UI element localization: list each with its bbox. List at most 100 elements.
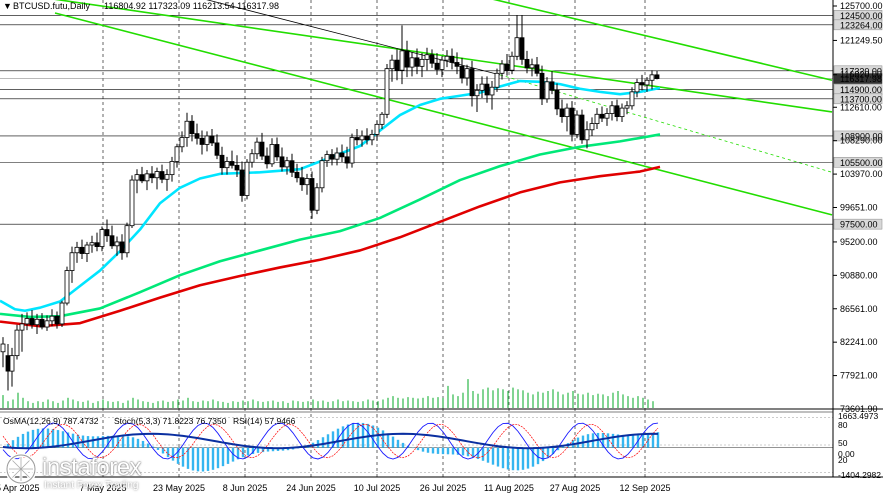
level-price-box — [833, 157, 883, 168]
candle-up — [499, 63, 505, 74]
candle-down — [454, 62, 460, 67]
candle-up — [584, 129, 590, 141]
candle-up — [9, 355, 15, 372]
time-tick-label: 26 Jul 2025 — [420, 483, 467, 493]
candle-down — [39, 318, 45, 328]
candle-up — [84, 244, 90, 254]
candle-up — [144, 173, 150, 182]
time-tick-label: 8 Jun 2025 — [223, 483, 268, 493]
candle-down — [554, 89, 560, 110]
candle-down — [104, 229, 110, 237]
candle-down — [279, 156, 285, 168]
osc-tick-label: -1404.2982 — [838, 470, 881, 480]
osc-tick-label: 50 — [838, 438, 848, 448]
candle-up — [419, 58, 425, 67]
candle-down — [229, 161, 235, 166]
candle-down — [139, 174, 145, 182]
candle-up — [69, 252, 75, 271]
candle-down — [5, 355, 11, 372]
candle-up — [589, 123, 595, 131]
candle-down — [189, 120, 195, 135]
candle-down — [264, 155, 270, 165]
candle-up — [74, 246, 80, 254]
candle-up — [514, 37, 520, 57]
candle-down — [549, 81, 555, 91]
candle-up — [124, 225, 130, 254]
candle-up — [284, 160, 290, 168]
candle-up — [464, 68, 470, 79]
candle-up — [14, 329, 20, 357]
ohlc-values: 116804.92 117323.09 116213.54 116317.98 — [104, 1, 279, 11]
candle-down — [459, 65, 465, 79]
candle-down — [469, 68, 475, 97]
osc-tick-label: 1663.4973 — [838, 411, 878, 421]
current-price-label: 116317.98 — [840, 74, 882, 84]
candle-up — [444, 55, 450, 61]
candle-down — [194, 133, 200, 139]
candle-down — [214, 142, 220, 156]
candle-up — [114, 241, 120, 247]
candle-down — [569, 107, 575, 135]
candle-up — [474, 89, 480, 97]
candle-down — [559, 108, 565, 118]
ema-mid-line — [0, 133, 661, 319]
time-tick-label: 10 Jul 2025 — [354, 483, 401, 493]
candle-down — [599, 113, 605, 119]
candle-down — [159, 171, 165, 180]
level-price-box — [833, 93, 883, 105]
price-tick-label: 116820.00 — [840, 70, 882, 80]
candle-up — [389, 59, 395, 70]
candle-up — [64, 270, 70, 304]
candle-up — [379, 113, 385, 125]
trendline-projection — [499, 74, 833, 173]
candle-down — [119, 241, 125, 254]
candle-down — [309, 178, 315, 211]
candle-up — [629, 91, 635, 107]
candle-up — [59, 302, 65, 325]
candle-down — [539, 72, 545, 100]
candle-up — [224, 161, 230, 169]
candle-down — [219, 154, 225, 169]
price-tick-label: 86561.00 — [840, 304, 878, 314]
candle-down — [354, 137, 360, 141]
price-tick-label: 82241.00 — [840, 337, 878, 347]
candle-up — [409, 57, 415, 68]
candle-up — [574, 114, 580, 135]
candle-up — [374, 123, 380, 135]
candle-up — [334, 152, 340, 160]
candle-up — [269, 144, 275, 165]
candle-down — [524, 58, 530, 69]
osc-tick-label: 20 — [838, 455, 848, 465]
trend-channel-lines — [54, 0, 833, 216]
candle-up — [179, 137, 185, 148]
candle-up — [369, 134, 375, 141]
candle-up — [174, 146, 180, 162]
candle-down — [79, 246, 85, 254]
time-tick-label: 23 May 2025 — [153, 483, 205, 493]
candle-up — [644, 79, 650, 86]
candle-down — [274, 144, 280, 158]
level-price-label: 123264.00 — [840, 20, 883, 30]
candle-up — [184, 120, 190, 138]
brand-watermark: instaforex Instant Forex Trading — [4, 452, 194, 492]
candle-up — [649, 74, 655, 81]
time-tick-label: 27 Aug 2025 — [550, 483, 601, 493]
candle-down — [449, 55, 455, 63]
candle-up — [319, 160, 325, 189]
candle-up — [509, 55, 515, 71]
candle-up — [244, 161, 250, 196]
candle-up — [424, 54, 430, 60]
level-price-label: 108900.00 — [840, 131, 883, 141]
candle-up — [529, 64, 535, 69]
candle-up — [44, 320, 50, 328]
candle-down — [329, 154, 335, 160]
candle-up — [634, 82, 640, 93]
candle-up — [324, 154, 330, 162]
candle-up — [24, 318, 30, 325]
level-price-label: 114900.00 — [840, 85, 882, 95]
candle-up — [89, 242, 95, 246]
candle-down — [239, 169, 245, 196]
candle-down — [199, 137, 205, 145]
